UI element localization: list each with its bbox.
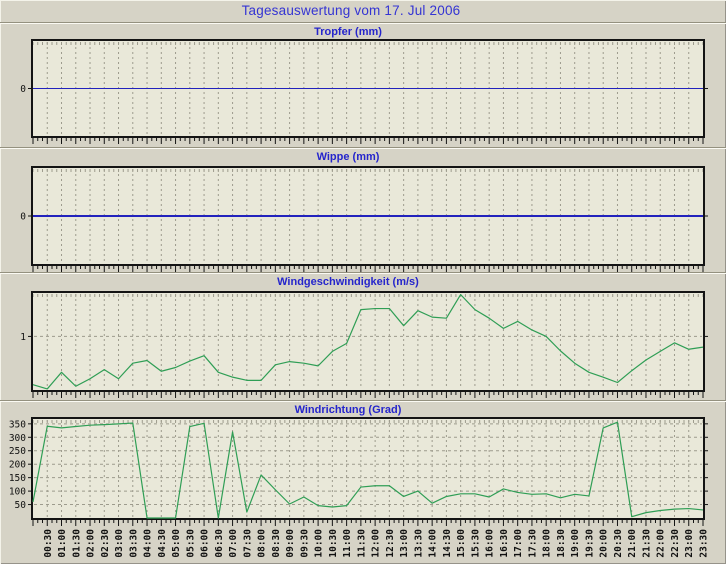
x-axis-time-label: 15:00 [456, 529, 467, 558]
x-axis-time-label: 09:00 [285, 529, 296, 558]
x-axis-time-label: 00:30 [43, 529, 54, 558]
x-axis-time-label: 04:30 [157, 529, 168, 558]
chart-title-wippe: Wippe (mm) [316, 151, 380, 163]
x-axis-time-label: 11:00 [342, 529, 353, 558]
x-axis-time-label: 06:00 [200, 529, 211, 558]
y-axis-label: 0 [20, 212, 26, 223]
y-axis-label: 250 [9, 446, 26, 457]
x-axis-time-label: 09:30 [299, 529, 310, 558]
x-axis-time-label: 21:00 [627, 529, 638, 558]
chart-canvas-windrichtung: 50 100 150 200 250 300 350 00:30 01:00 01:30 02:00… [9, 417, 710, 558]
x-axis-time-label: 03:00 [114, 529, 125, 558]
y-axis-label: 300 [9, 433, 26, 444]
plot-frame [31, 166, 705, 266]
chart-title-tropfer: Tropfer (mm) [314, 26, 382, 38]
x-axis-time-label: 22:30 [670, 529, 681, 558]
section-divider-2 [0, 272, 726, 274]
x-axis-time-label: 19:00 [570, 529, 581, 558]
x-axis-time-label: 18:00 [542, 529, 553, 558]
y-axis-label: 150 [9, 473, 26, 484]
y-axis-label: 100 [9, 487, 26, 498]
x-axis-time-label: 16:30 [499, 529, 510, 558]
x-axis-time-label: 05:30 [185, 529, 196, 558]
x-axis-time-label: 14:30 [442, 529, 453, 558]
x-axis-time-label: 13:00 [399, 529, 410, 558]
x-axis-time-label: 20:00 [599, 529, 610, 558]
x-axis-time-label: 11:30 [356, 529, 367, 558]
y-axis-label: 1 [20, 332, 26, 343]
page-title: Tagesauswertung vom 17. Jul 2006 [241, 3, 461, 18]
x-axis-time-label: 21:30 [641, 529, 652, 558]
x-axis-time-label: 07:30 [242, 529, 253, 558]
x-axis-time-label: 10:30 [328, 529, 339, 558]
x-axis-time-label: 13:30 [413, 529, 424, 558]
x-axis-time-label: 17:30 [527, 529, 538, 558]
x-axis-time-label: 06:30 [214, 529, 225, 558]
windrichtung-series-line [32, 421, 704, 519]
y-axis-label: 200 [9, 460, 26, 471]
x-axis-time-label: 15:30 [470, 529, 481, 558]
x-axis-time-label: 08:30 [271, 529, 282, 558]
x-axis-time-label: 01:00 [57, 529, 68, 558]
chart-wippe: 0 [0, 162, 726, 272]
x-axis-time-label: 10:00 [314, 529, 325, 558]
x-axis-time-label: 04:00 [143, 529, 154, 558]
chart-canvas-windgeschwindigkeit: 1 [20, 291, 708, 398]
plot-frame [31, 39, 705, 138]
plot-area [33, 293, 703, 390]
x-axis-time-label: 02:00 [86, 529, 97, 558]
chart-windgeschwindigkeit: 1 [0, 287, 726, 400]
plot-frame [31, 291, 705, 392]
x-axis-time-label: 08:00 [257, 529, 268, 558]
chart-canvas-wippe: 0 [20, 166, 708, 272]
x-axis-time-label: 12:00 [371, 529, 382, 558]
x-axis-time-label: 02:30 [100, 529, 111, 558]
chart-windrichtung: 50 100 150 200 250 300 350 00:30 01:00 01:30 02:00… [0, 413, 726, 563]
x-axis-time-label: 22:00 [656, 529, 667, 558]
x-axis-time-label: 23:30 [699, 529, 710, 558]
plot-frame [31, 417, 705, 520]
x-axis-time-label: 07:00 [228, 529, 239, 558]
x-axis-time-label: 17:00 [513, 529, 524, 558]
x-axis-time-label: 16:00 [485, 529, 496, 558]
x-axis-time-label: 03:30 [128, 529, 139, 558]
y-axis-label: 50 [15, 500, 27, 511]
chart-canvas-tropfer: 0 [20, 39, 708, 144]
x-axis-time-label: 18:30 [556, 529, 567, 558]
chart-title-windrichtung: Windrichtung (Grad) [294, 404, 402, 416]
x-axis-time-label: 23:00 [684, 529, 695, 558]
x-axis-time-label: 05:00 [171, 529, 182, 558]
x-axis-time-label: 19:30 [584, 529, 595, 558]
x-axis-time-label: 01:30 [71, 529, 82, 558]
chart-title-windgeschwindigkeit: Windgeschwindigkeit (m/s) [277, 276, 419, 288]
x-axis-time-label: 14:00 [428, 529, 439, 558]
x-axis-time-label: 20:30 [613, 529, 624, 558]
header-divider [0, 22, 726, 24]
windgeschwindigkeit-series-line [32, 294, 704, 390]
section-divider-3 [0, 400, 726, 402]
y-axis-label: 350 [9, 419, 26, 430]
y-axis-label: 0 [20, 84, 26, 95]
x-axis-time-label: 12:30 [385, 529, 396, 558]
section-divider-1 [0, 147, 726, 149]
chart-tropfer: 0 [0, 35, 726, 145]
